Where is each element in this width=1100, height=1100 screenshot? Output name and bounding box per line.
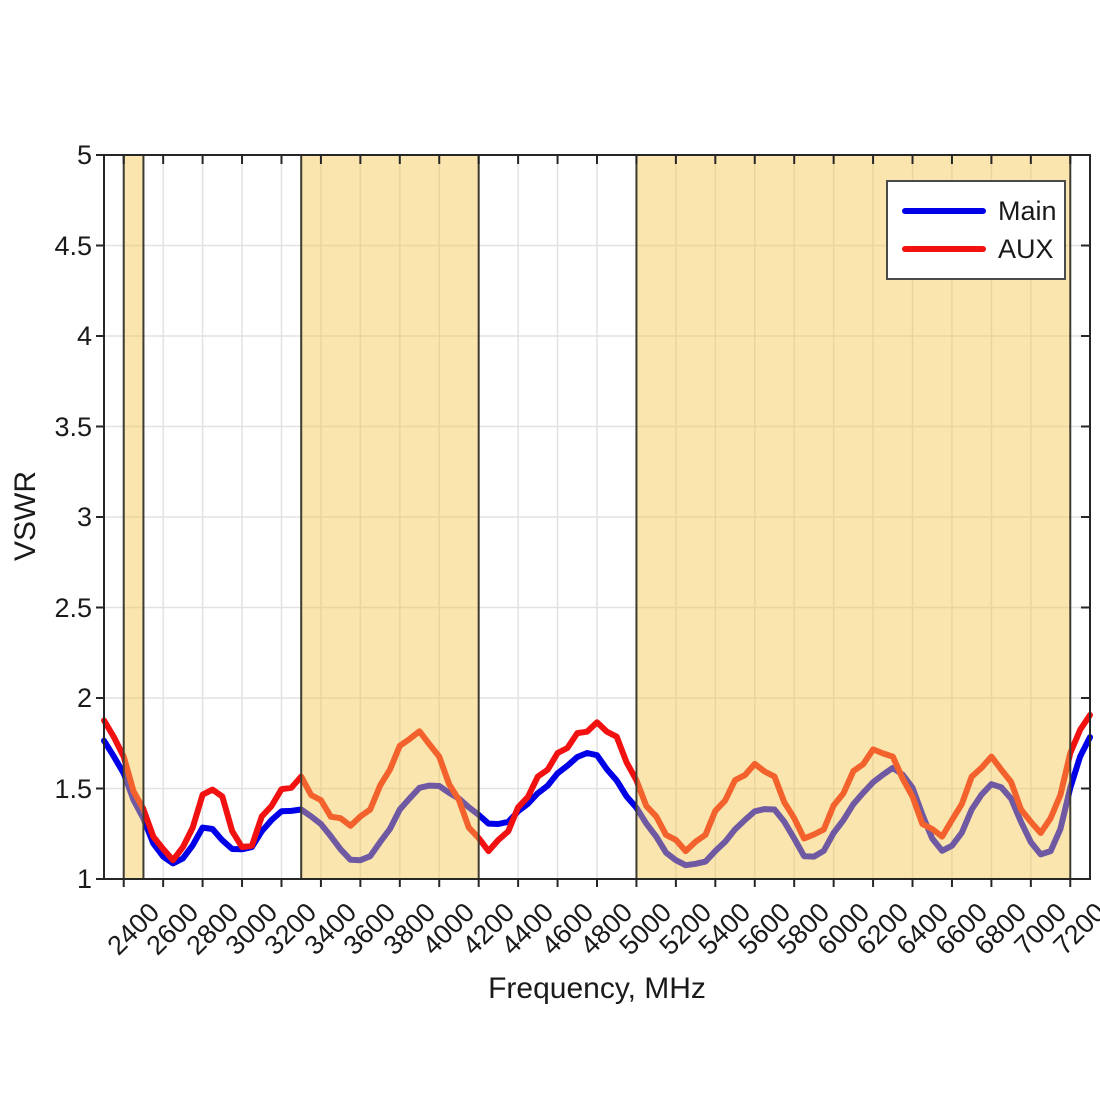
legend: Main AUX bbox=[886, 180, 1066, 280]
x-axis-label: Frequency, MHz bbox=[488, 972, 706, 1005]
y-tick-label: 2.5 bbox=[54, 592, 92, 623]
legend-label-aux: AUX bbox=[998, 234, 1054, 264]
legend-line-main-icon bbox=[902, 208, 986, 214]
y-tick-label: 4 bbox=[76, 321, 92, 351]
legend-label-main: Main bbox=[998, 196, 1057, 226]
highlight-band bbox=[122, 154, 145, 880]
y-tick-label: 2 bbox=[76, 683, 92, 713]
y-tick-label: 4.5 bbox=[54, 230, 92, 261]
highlight-band bbox=[300, 154, 480, 880]
legend-item-aux: AUX bbox=[888, 230, 1064, 268]
y-tick-label: 1 bbox=[76, 864, 92, 894]
y-tick-label: 1.5 bbox=[54, 773, 92, 804]
legend-item-main: Main bbox=[888, 192, 1064, 230]
legend-line-aux-icon bbox=[902, 246, 986, 252]
axes-box bbox=[103, 154, 1091, 880]
y-tick-label: 3.5 bbox=[54, 411, 92, 442]
series-line-aux bbox=[101, 712, 1093, 864]
y-tick-label: 5 bbox=[76, 140, 92, 170]
y-tick-label: 3 bbox=[76, 502, 92, 532]
